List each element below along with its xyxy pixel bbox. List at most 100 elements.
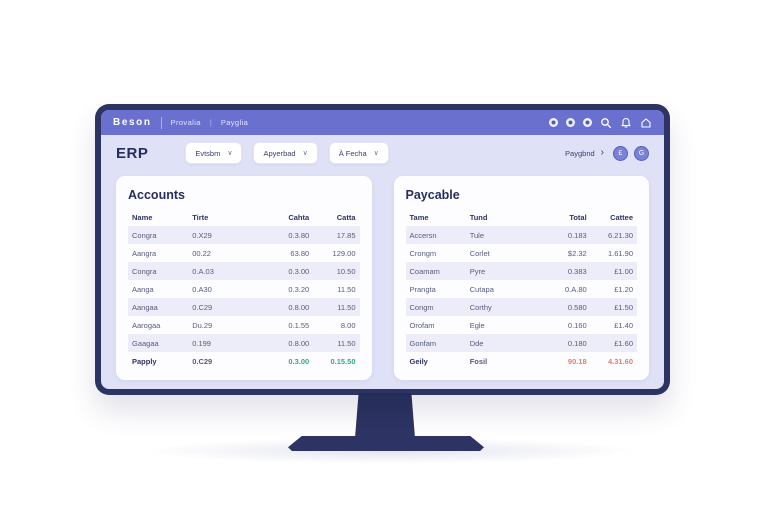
table-row[interactable]: Aanga 0.A30 0.3.20 11.50 bbox=[128, 280, 360, 298]
table-cell: Aangaa bbox=[132, 302, 158, 312]
table-cell: 10.50 bbox=[336, 266, 356, 276]
table-cell: Tule bbox=[469, 230, 484, 240]
table-cell: Congra bbox=[132, 266, 157, 276]
top-navigation-bar: Beson Provalia | Payglia bbox=[101, 110, 664, 135]
table-cell: Corthy bbox=[469, 302, 492, 312]
table-cell: 0.580 bbox=[567, 302, 587, 312]
chevron-down-icon: ∨ bbox=[373, 149, 379, 157]
table-cell: Coamam bbox=[409, 266, 440, 276]
table-cell: Gonfam bbox=[409, 338, 437, 348]
table-row[interactable]: Aangaa 0.C29 0.8.00 11.50 bbox=[128, 298, 360, 316]
chevron-down-icon: ∨ bbox=[302, 149, 308, 157]
table-cell: Cutapa bbox=[469, 284, 494, 294]
table-row[interactable]: Congm Corthy 0.580 £1.50 bbox=[405, 298, 637, 316]
table-cell: Aanga bbox=[132, 284, 154, 294]
table-cell: 0.8.00 bbox=[288, 338, 310, 348]
table-cell: Pyre bbox=[469, 266, 486, 276]
table-cell: 0.160 bbox=[567, 320, 587, 330]
table-cell: 4.31.60 bbox=[607, 356, 633, 366]
table-row[interactable]: Congra 0.X29 0.3.80 17.85 bbox=[128, 226, 360, 244]
breadcrumb-item-2[interactable]: Payglia bbox=[220, 118, 249, 127]
table-cell: 0.C29 bbox=[192, 302, 213, 312]
bell-icon[interactable] bbox=[620, 117, 632, 129]
table-cell: 63.80 bbox=[290, 248, 310, 258]
table-cell: 0.3.00 bbox=[288, 356, 310, 366]
table-cell: 0.383 bbox=[567, 266, 587, 276]
page-title: ERP bbox=[116, 144, 149, 162]
table-cell: Congra bbox=[132, 230, 157, 240]
table-cell: 8.00 bbox=[340, 320, 356, 330]
filter-dropdown-1[interactable]: Evtsbm ∨ bbox=[185, 142, 243, 164]
table-row[interactable]: Orofam Egle 0.160 £1.40 bbox=[406, 316, 638, 334]
table-row[interactable]: Crongm Corlet $2.32 1.61.90 bbox=[406, 244, 638, 262]
payable-table: Tame Tund Total Cattee Accersn Tule 0.183 6.21… bbox=[405, 209, 638, 370]
table-cell: 1.61.90 bbox=[607, 248, 633, 258]
payable-card: Paycable Tame Tund Total Cattee Accersn Tule… bbox=[393, 176, 649, 380]
table-cell: 11.50 bbox=[337, 302, 356, 312]
table-cell: Geily bbox=[409, 356, 428, 366]
filter-dropdown-3[interactable]: À Fecha ∨ bbox=[328, 142, 389, 164]
table-cell: 0.199 bbox=[192, 338, 211, 348]
table-cell: 0.X29 bbox=[192, 230, 212, 240]
table-cell: 0.180 bbox=[567, 338, 587, 348]
payable-link[interactable]: Paygbnd bbox=[565, 148, 595, 158]
table-cell: 129.00 bbox=[332, 248, 356, 258]
avatar-dot-1[interactable] bbox=[549, 118, 558, 127]
table-cell: Aarogaa bbox=[132, 320, 161, 330]
table-row[interactable]: Gaagaa 0.199 0.8.00 11.50 bbox=[128, 334, 360, 352]
toolbar-right-group: Paygbnd › £ G bbox=[565, 145, 649, 161]
monitor-stand-base bbox=[288, 436, 484, 451]
table-cell: £1.50 bbox=[614, 302, 633, 312]
table-cell: Papply bbox=[132, 356, 157, 366]
table-cell: 17.85 bbox=[336, 230, 356, 240]
table-cell: Fosil bbox=[469, 356, 488, 366]
table-cell: Du.29 bbox=[192, 320, 213, 330]
avatar-dot-3[interactable] bbox=[583, 118, 592, 127]
table-row[interactable]: Gonfam Dde 0.180 £1.60 bbox=[405, 334, 637, 352]
table-row[interactable]: Prangta Cutapa 0.A.80 £1.20 bbox=[406, 280, 638, 298]
table-row[interactable]: Congra 0.A.03 0.3.00 10.50 bbox=[128, 262, 360, 280]
filters-toolbar: ERP Evtsbm ∨ Apyerbad ∨ À Fecha ∨ Paygbn… bbox=[101, 135, 664, 171]
app-logo[interactable]: Beson bbox=[113, 117, 152, 128]
table-row[interactable]: Papply 0.C29 0.3.00 0.15.50 bbox=[128, 352, 360, 370]
table-cell: 11.50 bbox=[337, 338, 356, 348]
table-row[interactable]: Geily Fosil 90.18 4.31.60 bbox=[406, 352, 638, 370]
avatar-dot-2[interactable] bbox=[566, 118, 575, 127]
table-cell: Aangra bbox=[132, 248, 157, 258]
table-cell: Crongm bbox=[409, 248, 437, 258]
topbar-right-group bbox=[549, 117, 652, 129]
home-icon[interactable] bbox=[640, 117, 652, 129]
column-header: Total bbox=[569, 213, 587, 222]
table-cell: 6.21.30 bbox=[607, 230, 633, 240]
chevron-down-icon: ∨ bbox=[227, 149, 233, 157]
column-header: Name bbox=[132, 213, 153, 222]
table-cell: 0.183 bbox=[567, 230, 587, 240]
table-row[interactable]: Accersn Tule 0.183 6.21.30 bbox=[405, 226, 637, 244]
settings-action-button[interactable]: G bbox=[634, 145, 649, 161]
monitor-bezel: Beson Provalia | Payglia bbox=[95, 104, 670, 395]
table-cell: 0.A30 bbox=[192, 284, 212, 294]
search-icon[interactable] bbox=[600, 117, 612, 129]
erp-app-screen: Beson Provalia | Payglia bbox=[101, 110, 664, 389]
table-row[interactable]: Coamam Pyre 0.383 £1.00 bbox=[405, 262, 637, 280]
column-header: Tund bbox=[469, 213, 488, 222]
table-cell: Gaagaa bbox=[132, 338, 159, 348]
table-cell: 0.C29 bbox=[192, 356, 213, 366]
column-header: Tirte bbox=[192, 213, 209, 222]
table-cell: 0.3.20 bbox=[288, 284, 310, 294]
filter-dropdown-2[interactable]: Apyerbad ∨ bbox=[253, 142, 318, 164]
payable-table-header-row: Tame Tund Total Cattee bbox=[406, 209, 638, 226]
breadcrumb-separator: | bbox=[209, 118, 212, 127]
table-cell: Dde bbox=[469, 338, 484, 348]
table-cell: 00.22 bbox=[192, 248, 211, 258]
table-cell: $2.32 bbox=[567, 248, 587, 258]
table-cell: £1.60 bbox=[614, 338, 633, 348]
dashboard-content: Accounts Name Tirte Cahta Catta Congra 0.X29… bbox=[101, 171, 664, 389]
table-cell: Accersn bbox=[409, 230, 437, 240]
table-row[interactable]: Aarogaa Du.29 0.1.55 8.00 bbox=[128, 316, 360, 334]
currency-action-button[interactable]: £ bbox=[613, 145, 628, 161]
table-row[interactable]: Aangra 00.22 63.80 129.00 bbox=[128, 244, 360, 262]
accounts-card-title: Accounts bbox=[128, 188, 185, 202]
breadcrumb-item-1[interactable]: Provalia bbox=[170, 118, 201, 127]
filter-dropdown-2-label: Apyerbad bbox=[263, 148, 296, 158]
